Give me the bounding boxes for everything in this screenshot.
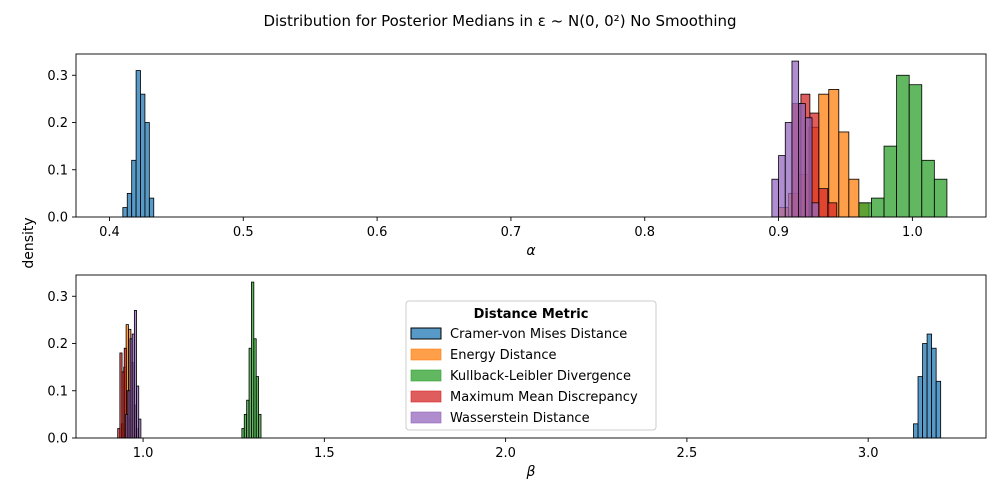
beta-bar-cramer-von-mises-distance-1 xyxy=(917,376,923,439)
alpha-xtick-label-2: 0.6 xyxy=(367,225,388,240)
legend-label-cramer-von-mises-distance: Cramer-von Mises Distance xyxy=(450,327,627,342)
alpha-axes-frame xyxy=(75,53,987,218)
beta-ytick-label-2: 0.2 xyxy=(47,337,68,352)
alpha-xlabel: α xyxy=(526,243,536,259)
alpha-bar-kullback-leibler-divergence-3 xyxy=(896,74,910,218)
beta-xtick-label-4: 3.0 xyxy=(858,446,879,461)
legend-entry-cramer-von-mises-distance: Cramer-von Mises Distance xyxy=(410,327,627,342)
legend-entry-wasserstein-distance: Wasserstein Distance xyxy=(410,411,590,426)
figure-ylabel: density xyxy=(21,217,37,268)
alpha-bar-maximum-mean-discrepancy-3 xyxy=(818,188,829,218)
alpha-bar-cramer-von-mises-distance-5 xyxy=(144,122,150,218)
beta-ytick-label-0: 0.0 xyxy=(47,432,68,447)
legend: Distance Metric Cramer-von Mises Distance… xyxy=(405,300,657,431)
alpha-ytick-label-0: 0.0 xyxy=(47,211,68,226)
alpha-xtick-label-6: 1.0 xyxy=(902,225,923,240)
alpha-bar-wasserstein-distance-6 xyxy=(811,202,820,218)
alpha-xtick-label-3: 0.7 xyxy=(501,225,522,240)
beta-bar-cramer-von-mises-distance-2 xyxy=(922,343,928,439)
legend-box xyxy=(405,300,657,431)
alpha-bar-wasserstein-distance-4 xyxy=(798,103,806,218)
alpha-bar-kullback-leibler-divergence-4 xyxy=(908,84,923,218)
legend-swatch-wasserstein-distance xyxy=(410,411,442,424)
beta-ytick-label-3: 0.3 xyxy=(47,290,68,305)
beta-xtick-label-0: 1.0 xyxy=(133,446,154,461)
alpha-bar-cramer-von-mises-distance-3 xyxy=(135,70,141,218)
beta-series-cramer-von-mises-distance xyxy=(913,333,942,439)
alpha-xtick-label-4: 0.8 xyxy=(634,225,655,240)
alpha-bar-kullback-leibler-divergence-2 xyxy=(883,145,898,218)
beta-xtick-label-3: 2.5 xyxy=(677,446,698,461)
alpha-bar-wasserstein-distance-1 xyxy=(778,155,786,218)
alpha-bar-energy-distance-6 xyxy=(838,131,850,218)
alpha-bar-wasserstein-distance-0 xyxy=(771,178,779,218)
alpha-ytick-label-3: 0.3 xyxy=(47,69,68,84)
alpha-bar-cramer-von-mises-distance-1 xyxy=(126,192,133,218)
beta-bar-cramer-von-mises-distance-3 xyxy=(926,333,933,439)
beta-bar-wasserstein-distance-6 xyxy=(138,418,142,439)
alpha-ytick-label-2: 0.2 xyxy=(47,116,68,131)
beta-bar-kullback-leibler-divergence-7 xyxy=(258,413,262,439)
beta-panel: 1.0 1.5 2.0 2.5 3.0 0.0 0.1 0.2 0.3 β xyxy=(47,274,987,480)
beta-series-kullback-leibler-divergence xyxy=(241,281,262,439)
alpha-xtick-label-0: 0.4 xyxy=(99,225,120,240)
alpha-series-kullback-leibler-divergence xyxy=(858,74,948,218)
alpha-bar-wasserstein-distance-2 xyxy=(784,122,793,218)
alpha-panel: 0.4 0.5 0.6 0.7 0.8 0.9 1.0 0.0 0.1 0.2 0.3 α xyxy=(47,53,987,259)
legend-label-maximum-mean-discrepancy: Maximum Mean Discrepancy xyxy=(450,390,638,405)
legend-label-energy-distance: Energy Distance xyxy=(450,348,557,363)
alpha-bar-cramer-von-mises-distance-2 xyxy=(131,159,137,218)
figure-title: Distribution for Posterior Medians in ε … xyxy=(263,12,736,30)
alpha-xtick-label-1: 0.5 xyxy=(233,225,254,240)
alpha-bar-wasserstein-distance-3 xyxy=(791,60,800,218)
beta-bar-cramer-von-mises-distance-0 xyxy=(913,423,919,439)
legend-title: Distance Metric xyxy=(474,307,589,322)
alpha-bar-maximum-mean-discrepancy-4 xyxy=(827,202,838,218)
alpha-bar-kullback-leibler-divergence-5 xyxy=(921,159,935,218)
legend-entry-maximum-mean-discrepancy: Maximum Mean Discrepancy xyxy=(410,390,638,405)
beta-axes-frame xyxy=(75,274,987,439)
legend-swatch-kullback-leibler-divergence xyxy=(410,369,442,382)
legend-label-kullback-leibler-divergence: Kullback-Leibler Divergence xyxy=(450,369,631,384)
legend-swatch-energy-distance xyxy=(410,348,442,361)
beta-xlabel: β xyxy=(526,464,536,480)
alpha-series-wasserstein-distance xyxy=(771,60,820,218)
alpha-bars xyxy=(122,60,948,218)
beta-bar-cramer-von-mises-distance-4 xyxy=(931,347,937,439)
alpha-bar-cramer-von-mises-distance-6 xyxy=(148,197,155,218)
alpha-bar-kullback-leibler-divergence-0 xyxy=(858,202,872,218)
beta-xtick-label-2: 2.0 xyxy=(495,446,516,461)
alpha-bar-cramer-von-mises-distance-0 xyxy=(122,207,128,218)
alpha-bar-cramer-von-mises-distance-4 xyxy=(140,93,146,218)
beta-xtick-label-1: 1.5 xyxy=(314,446,335,461)
alpha-bar-kullback-leibler-divergence-1 xyxy=(871,197,885,218)
legend-entry-energy-distance: Energy Distance xyxy=(410,348,557,363)
alpha-series-cramer-von-mises-distance xyxy=(122,70,155,218)
alpha-bar-energy-distance-5 xyxy=(828,89,840,218)
alpha-xtick-label-5: 0.9 xyxy=(768,225,789,240)
alpha-ytick-label-1: 0.1 xyxy=(47,163,68,178)
beta-ytick-label-1: 0.1 xyxy=(47,384,68,399)
legend-label-wasserstein-distance: Wasserstein Distance xyxy=(450,411,590,426)
legend-swatch-maximum-mean-discrepancy xyxy=(410,390,442,403)
alpha-bar-energy-distance-7 xyxy=(848,178,860,218)
legend-swatch-cramer-von-mises-distance xyxy=(410,327,442,340)
alpha-bar-wasserstein-distance-5 xyxy=(804,117,813,218)
alpha-bar-kullback-leibler-divergence-6 xyxy=(933,178,948,218)
legend-entry-kullback-leibler-divergence: Kullback-Leibler Divergence xyxy=(410,369,631,384)
beta-bar-cramer-von-mises-distance-5 xyxy=(935,380,942,439)
